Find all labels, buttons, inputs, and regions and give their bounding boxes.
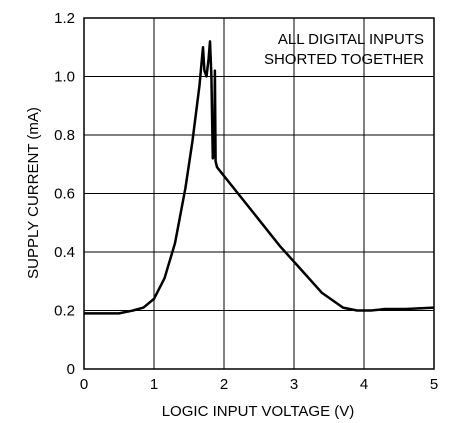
y-tick-label: 0.2	[54, 303, 75, 320]
y-tick-label: 0.4	[54, 244, 75, 261]
y-tick-label: 0	[67, 361, 75, 378]
x-tick-labels: 0 1 2 3 4 5	[80, 376, 438, 393]
x-tick-label: 4	[360, 376, 368, 393]
y-tick-label: 1.0	[54, 69, 75, 86]
y-tick-label: 0.8	[54, 127, 75, 144]
x-axis-label: LOGIC INPUT VOLTAGE (V)	[162, 403, 355, 420]
x-tick-label: 5	[430, 376, 438, 393]
grid	[83, 17, 435, 370]
x-tick-label: 3	[290, 376, 298, 393]
series-line	[84, 40, 435, 315]
annotation-line-2: SHORTED TOGETHER	[264, 51, 424, 68]
x-tick-label: 2	[220, 376, 228, 393]
y-axis-label: SUPPLY CURRENT (mA)	[25, 107, 42, 279]
annotation-line-1: ALL DIGITAL INPUTS	[278, 31, 424, 48]
x-tick-label: 0	[80, 376, 88, 393]
y-tick-label: 0.6	[54, 186, 75, 203]
y-tick-label: 1.2	[54, 10, 75, 27]
plot-frame	[83, 17, 435, 370]
y-tick-labels: 0 0.2 0.4 0.6 0.8 1.0 1.2	[54, 10, 75, 378]
x-tick-label: 1	[150, 376, 158, 393]
